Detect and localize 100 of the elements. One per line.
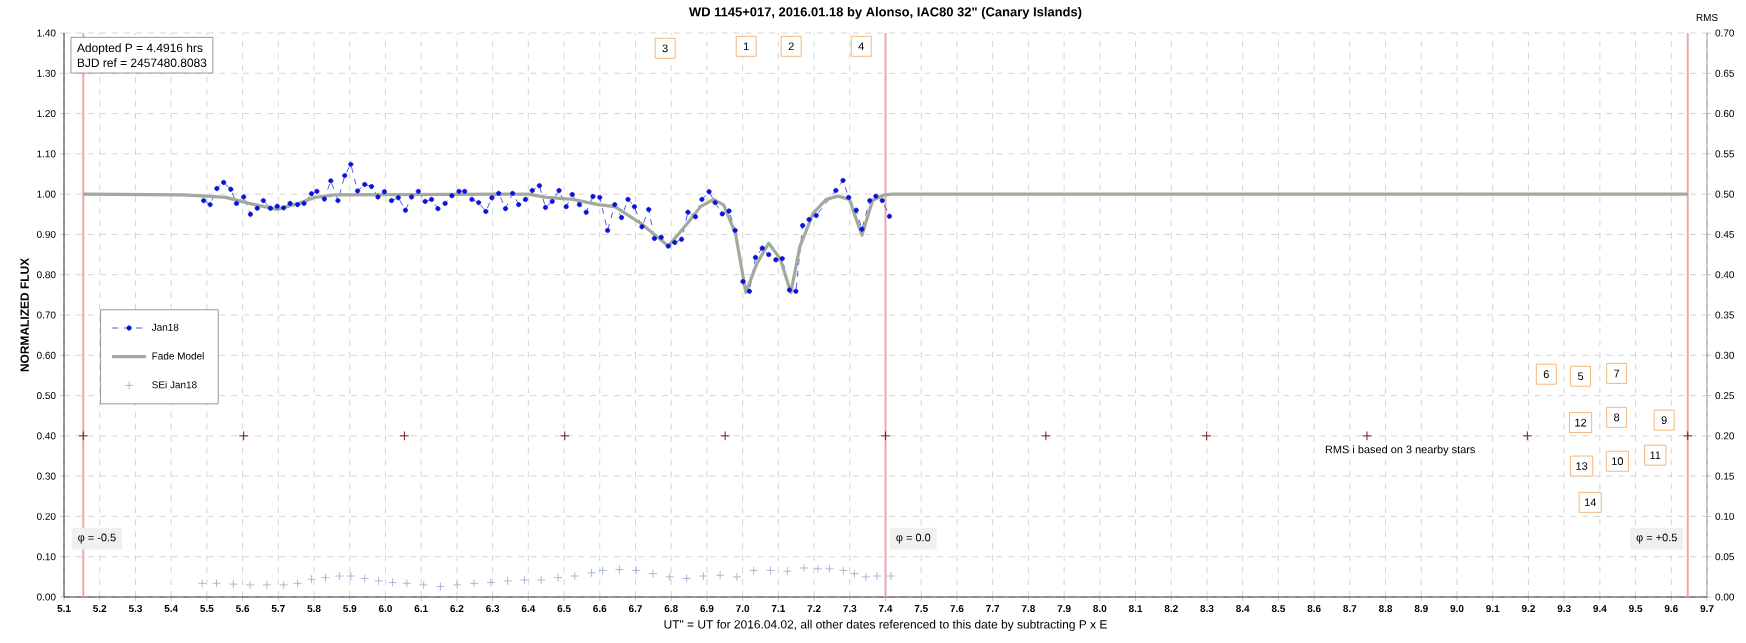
y-tick-label: 0.40 [36, 432, 56, 440]
annotation: 13 [1576, 462, 1588, 470]
x-tick-label: 6.1 [414, 605, 428, 613]
x-tick-label: 6.2 [450, 605, 464, 613]
y-tick-label: 0.20 [36, 512, 56, 520]
x-tick-label: 7.7 [986, 605, 1000, 612]
annotation: 1 [744, 42, 749, 51]
x-tick-label: 9.6 [1664, 605, 1678, 613]
y2-tick-label: 0.30 [1715, 351, 1735, 359]
y-tick-label: 1.30 [37, 69, 56, 77]
x-tick-label: 8.4 [1236, 605, 1250, 613]
y-axis-title: NORMALIZED FLUX [20, 257, 29, 372]
x-tick-label: 8.6 [1307, 605, 1321, 613]
x-tick-label: 5.3 [128, 605, 143, 613]
y-tick-label: 1.40 [37, 29, 56, 37]
annotation: 11 [1650, 451, 1661, 459]
y2-tick-label: 0.70 [1715, 29, 1735, 37]
x-tick-label: 9.7 [1700, 605, 1714, 613]
x-tick-label: 6.7 [628, 605, 642, 613]
chart-title: WD 1145+017, 2016.01.18 by Alonso, IAC80 32" (Canary Islands) [688, 6, 1082, 19]
x-tick-label: 8.1 [1128, 605, 1143, 613]
annotation: 7 [1614, 369, 1620, 378]
annotation: BJD ref = 2457480.8083 [77, 58, 207, 68]
annotation: 8 [1614, 413, 1620, 422]
x-tick-label: 7.8 [1021, 605, 1036, 613]
x-tick-label: 5.7 [271, 605, 285, 612]
x-tick-label: 6.4 [521, 605, 536, 613]
y2-tick-label: 0.00 [1715, 593, 1735, 601]
x-tick-label: 8.2 [1164, 605, 1178, 613]
annotation: 12 [1575, 418, 1587, 427]
y-tick-label: 1.20 [37, 110, 56, 118]
x-tick-label: 7.1 [771, 605, 786, 612]
legend-label: Jan18 [151, 323, 179, 331]
x-tick-label: 6.8 [664, 605, 678, 613]
x-tick-label: 6.6 [593, 605, 607, 613]
annotation: φ = -0.5 [78, 533, 116, 544]
y2-tick-label: 0.15 [1715, 472, 1735, 480]
legend-label: Fade Model [152, 352, 204, 360]
annotation: 5 [1577, 372, 1584, 381]
y2-tick-label: 0.25 [1715, 392, 1735, 400]
x-tick-label: 8.7 [1343, 605, 1357, 613]
y-tick-label: 0.60 [36, 351, 56, 359]
x-tick-label: 5.5 [200, 605, 214, 612]
y2-tick-label: 0.60 [1715, 110, 1735, 118]
x-tick-label: 9.0 [1450, 605, 1464, 613]
annotation: 4 [858, 42, 864, 51]
x-tick-label: 9.1 [1486, 605, 1500, 613]
annotation: φ = 0.0 [896, 533, 931, 544]
x-tick-label: 8.3 [1200, 605, 1214, 613]
x-tick-label: 7.6 [950, 605, 964, 613]
y2-tick-label: 0.35 [1715, 311, 1735, 319]
x-tick-label: 5.1 [57, 605, 71, 612]
y2-tick-label: 0.55 [1715, 150, 1735, 158]
annotation: 14 [1584, 498, 1596, 507]
y-tick-label: 0.90 [36, 230, 56, 238]
x-tick-label: 7.9 [1057, 605, 1071, 613]
x-tick-label: 6.0 [378, 605, 392, 613]
y2-tick-label: 0.50 [1715, 190, 1735, 198]
y2-axis-title: RMS [1696, 13, 1718, 21]
x-tick-label: 6.3 [486, 605, 500, 613]
y-tick-label: 1.10 [37, 150, 56, 158]
y-tick-label: 0.30 [36, 472, 56, 480]
x-tick-label: 5.6 [235, 605, 250, 613]
annotation: RMS i based on 3 nearby stars [1325, 445, 1475, 456]
annotation: 2 [788, 42, 794, 51]
x-tick-label: 5.2 [93, 605, 107, 613]
y2-tick-label: 0.45 [1715, 230, 1735, 238]
x-tick-label: 7.0 [736, 605, 750, 613]
x-tick-label: 6.9 [700, 605, 714, 613]
y2-tick-label: 0.20 [1715, 432, 1735, 440]
legend-label: SEi Jan18 [152, 381, 197, 389]
annotation: 6 [1543, 370, 1549, 379]
x-tick-label: 5.4 [164, 605, 179, 612]
x-tick-label: 8.8 [1378, 605, 1393, 613]
x-tick-label: 7.5 [914, 605, 928, 612]
annotation: Adopted P = 4.4916 hrs [76, 43, 203, 55]
x-tick-label: 8.9 [1414, 605, 1428, 613]
y-tick-label: 0.00 [36, 593, 56, 601]
x-tick-label: 5.8 [307, 605, 321, 613]
y-tick-label: 0.50 [36, 392, 56, 400]
x-tick-label: 7.2 [807, 605, 821, 612]
y2-tick-label: 0.10 [1715, 512, 1735, 520]
y2-tick-label: 0.65 [1715, 69, 1735, 77]
x-tick-label: 8.5 [1271, 605, 1286, 613]
x-tick-label: 9.5 [1629, 605, 1643, 613]
x-axis-title: UT" = UT for 2016.04.02, all other dates referenced to this date by subtracting P x E [664, 619, 1107, 631]
y2-tick-label: 0.05 [1715, 553, 1735, 561]
y-tick-label: 0.80 [36, 271, 56, 279]
annotation: 9 [1661, 416, 1667, 425]
y2-tick-label: 0.40 [1715, 271, 1735, 279]
annotation: 3 [662, 44, 668, 53]
x-tick-label: 9.3 [1557, 605, 1571, 613]
x-tick-label: 6.5 [557, 605, 571, 613]
y-tick-label: 0.10 [36, 553, 56, 561]
x-tick-label: 9.2 [1521, 605, 1535, 613]
x-tick-label: 7.3 [843, 605, 857, 613]
annotation: 10 [1612, 457, 1624, 466]
x-tick-label: 9.4 [1593, 605, 1607, 613]
x-tick-label: 7.4 [879, 605, 893, 612]
y-tick-label: 1.00 [37, 190, 56, 198]
